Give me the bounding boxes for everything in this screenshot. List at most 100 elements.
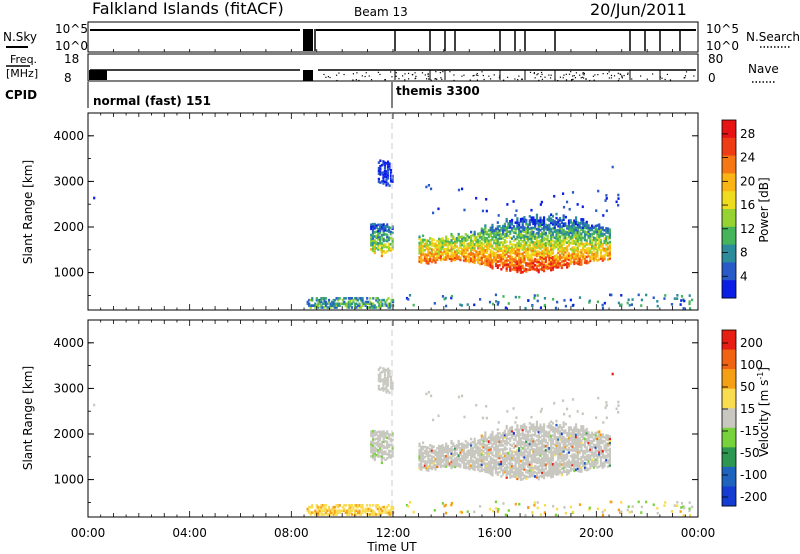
power-cell: [580, 238, 583, 242]
velocity-cell: [576, 459, 579, 462]
velocity-cell: [592, 462, 595, 465]
power-cell: [550, 258, 553, 262]
power-cell: [564, 255, 567, 258]
power-cell: [608, 236, 611, 240]
velocity-cell: [478, 438, 482, 442]
power-cell: [519, 219, 523, 223]
power-cell: [509, 265, 512, 268]
velocity-cell: [594, 433, 597, 437]
velocity-cell: [491, 465, 494, 469]
power-cell: [627, 298, 630, 302]
velocity-cell: [386, 384, 390, 387]
power-cell: [599, 240, 603, 244]
velocity-cell: [379, 511, 382, 514]
power-cell: [553, 230, 556, 233]
power-cell: [576, 254, 579, 257]
power-cell: [548, 250, 551, 253]
power-cell: [532, 216, 535, 220]
velocity-cell: [551, 434, 555, 437]
power-cell: [510, 249, 514, 253]
power-cell: [544, 242, 547, 245]
velocity-cell: [473, 441, 476, 445]
velocity-cell: [603, 456, 606, 460]
velocity-cell: [557, 425, 560, 429]
power-cell: [379, 248, 382, 251]
velocity-cell: [528, 438, 531, 442]
velocity-cell: [542, 458, 546, 461]
power-cell: [516, 241, 519, 245]
power-cell: [441, 253, 444, 257]
power-cell: [377, 180, 380, 184]
power-cell: [450, 296, 453, 300]
power-cell: [573, 260, 576, 264]
velocity-cell: [418, 442, 421, 446]
velocity-cell: [656, 511, 659, 515]
power-cell: [589, 232, 592, 236]
power-cell: [378, 302, 381, 306]
power-cell: [562, 255, 565, 258]
velocity-cell: [664, 501, 667, 504]
velocity-cell: [372, 509, 375, 513]
power-cell: [450, 245, 453, 248]
power-cell: [471, 258, 474, 262]
power-cell: [323, 302, 326, 306]
power-cell: [441, 245, 444, 248]
velocity-cell: [590, 458, 594, 461]
velocity-cell: [475, 445, 478, 448]
velocity-cell: [603, 460, 606, 464]
power-cell: [386, 174, 390, 177]
power-cell: [567, 227, 571, 231]
velocity-cell: [546, 462, 549, 465]
velocity-cell: [523, 425, 526, 428]
velocity-cell: [377, 444, 380, 448]
velocity-cell: [580, 445, 583, 449]
power-cell: [484, 255, 487, 258]
power-cell: [537, 254, 540, 257]
power-cell: [535, 232, 539, 235]
velocity-cell: [516, 477, 519, 481]
velocity-cell: [489, 437, 492, 441]
power-cell: [375, 240, 378, 244]
velocity-cell: [603, 464, 606, 468]
power-cell: [494, 243, 498, 247]
velocity-cell: [502, 458, 505, 462]
velocity-cell: [491, 443, 494, 446]
power-cell: [466, 238, 469, 242]
velocity-cell: [470, 460, 473, 463]
velocity-cell: [663, 504, 666, 507]
power-cell: [518, 225, 521, 229]
velocity-cell: [546, 441, 549, 445]
velocity-cell: [496, 448, 499, 452]
power-cell: [371, 241, 375, 244]
power-cell: [523, 259, 526, 262]
power-cell: [534, 247, 537, 251]
velocity-cell: [493, 436, 496, 439]
power-cell: [491, 227, 494, 231]
power-cell: [560, 241, 563, 245]
velocity-cell: [427, 446, 430, 450]
velocity-cell: [514, 459, 517, 462]
power-cell: [480, 260, 483, 263]
power-cell: [519, 230, 523, 233]
velocity-cell: [557, 456, 560, 460]
velocity-cell: [455, 452, 458, 455]
power-cell: [420, 261, 423, 264]
power-cell: [514, 214, 517, 217]
power-cell: [532, 230, 535, 234]
velocity-cell: [585, 448, 588, 451]
velocity-cell: [510, 458, 514, 462]
colorbar-cell: [722, 191, 736, 210]
velocity-cell: [555, 452, 558, 456]
power-cell: [541, 266, 544, 270]
power-cell: [620, 303, 623, 307]
power-cell: [93, 196, 96, 200]
velocity-cell: [544, 438, 547, 442]
power-cell: [470, 249, 473, 252]
power-cell: [371, 237, 375, 240]
power-cell: [564, 230, 567, 234]
velocity-cell: [510, 454, 514, 458]
power-cell: [382, 231, 385, 235]
power-cell: [534, 268, 537, 271]
velocity-cell: [473, 460, 476, 463]
power-cell: [519, 234, 523, 237]
